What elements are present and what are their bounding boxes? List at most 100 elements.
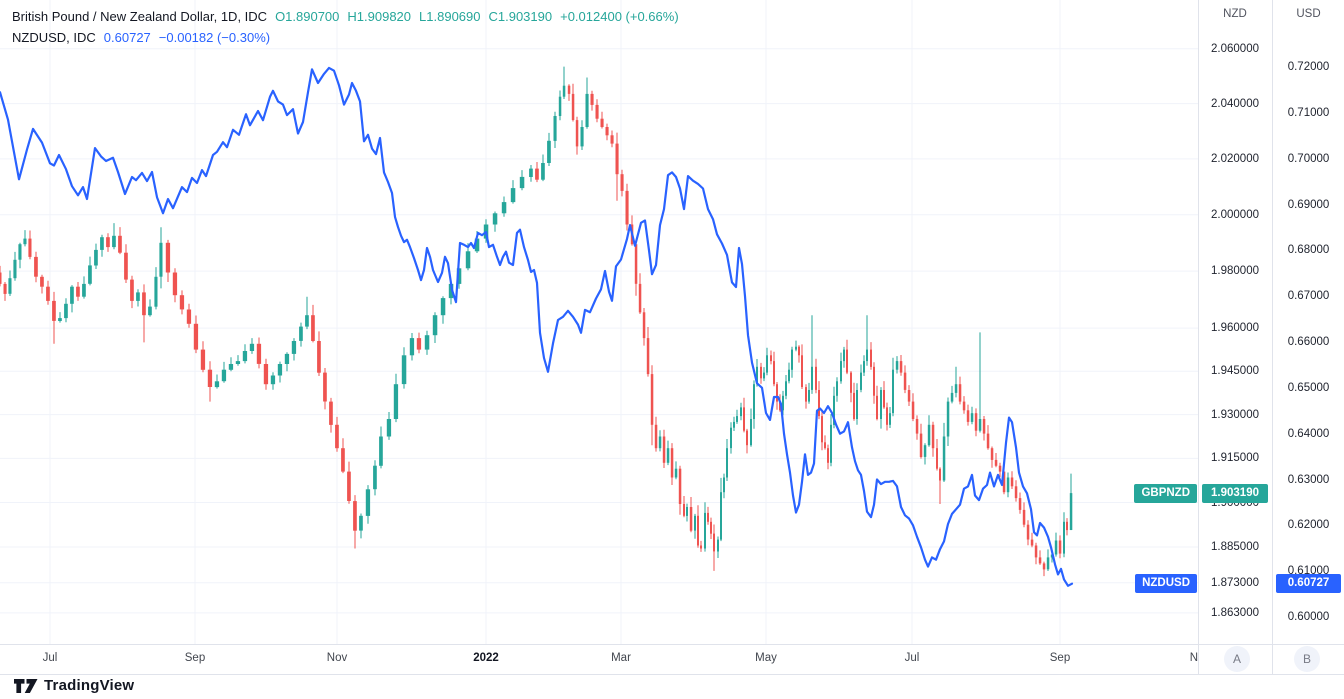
candle-body (753, 384, 755, 419)
nzd-axis-tick: 1.930000 (1211, 408, 1259, 421)
candle-body (760, 366, 762, 379)
tradingview-logo-link[interactable]: TradingView (14, 677, 134, 694)
candle-body (200, 349, 206, 370)
overlay-symbol-title[interactable]: NZDUSD, IDC (12, 30, 96, 45)
candle-body (1010, 477, 1014, 487)
candle-body (779, 401, 781, 411)
candle-body (662, 436, 666, 463)
candle-body (567, 85, 571, 94)
candle-body (373, 465, 377, 490)
nzd-axis-tick: 1.945000 (1211, 365, 1259, 378)
candle-body (808, 390, 810, 402)
candle-body (142, 292, 146, 316)
candle-body (919, 433, 923, 457)
candle-body (270, 375, 276, 385)
nzd-price-axis[interactable]: NZD 1.903190 2.060000 2.040000 2.020000 2.0… (1199, 0, 1271, 644)
candle-body (750, 419, 752, 446)
candle-body (465, 251, 471, 269)
candle-body (821, 416, 823, 443)
axis-mode-b-button[interactable]: B (1294, 646, 1320, 672)
candle-body (811, 366, 813, 390)
candle-body (720, 492, 722, 540)
candle-body (291, 341, 297, 354)
tradingview-logo-text: TradingView (44, 677, 135, 694)
candle-body (571, 93, 575, 120)
candle-body (615, 143, 619, 175)
candle-body (379, 436, 383, 466)
time-axis-label: 2022 (473, 652, 499, 664)
candle-body (658, 436, 662, 449)
candle-body (179, 295, 185, 310)
candle-body (1002, 471, 1006, 493)
price-chart-canvas[interactable] (0, 0, 1198, 644)
candle-body (620, 174, 624, 191)
ohlc-high: H1.909820 (347, 9, 412, 24)
overlay-change: −0.00182 (−0.30%) (158, 30, 271, 45)
candle-body (846, 349, 848, 373)
candle-body (82, 283, 86, 297)
candle-body (710, 521, 712, 534)
usd-axis-tick: 0.65000 (1287, 381, 1330, 394)
usd-axis-tick: 0.70000 (1287, 152, 1330, 165)
candle-body (329, 401, 333, 425)
candle-body (3, 283, 7, 294)
candle-body (998, 465, 1002, 472)
symbol-title[interactable]: British Pound / New Zealand Dollar, 1D, … (12, 9, 268, 24)
candle-body (401, 355, 407, 385)
candle-body (221, 369, 227, 382)
candle-body (818, 390, 820, 417)
usd-price-axis[interactable]: USD 0.60727 0.72000 0.71000 0.70000 0.69000… (1273, 0, 1344, 644)
candle-body (148, 306, 152, 316)
usd-axis-tick: 0.67000 (1287, 290, 1330, 303)
candle-body (962, 401, 966, 411)
candle-body (1063, 521, 1065, 554)
time-axis[interactable]: Jul Sep Nov 2022 Mar May Jul Sep Nov (0, 645, 1198, 674)
candle-body (186, 309, 192, 324)
candle-body (726, 448, 728, 478)
candle-body (519, 176, 525, 189)
candle-body (1014, 486, 1018, 499)
candle-body (76, 286, 80, 297)
candle-body (585, 93, 589, 127)
candle-body (876, 395, 878, 419)
candle-body (723, 477, 725, 493)
candle-body (866, 349, 868, 362)
time-axis-label: Sep (1049, 652, 1071, 664)
candle-body (678, 468, 682, 504)
candle-body (256, 343, 262, 364)
candle-body (242, 351, 248, 362)
candle-body (746, 430, 748, 446)
candle-body (982, 419, 986, 434)
nzd-axis-tick: 1.885000 (1211, 541, 1259, 553)
candle-body (853, 392, 855, 419)
candle-body (409, 338, 415, 356)
legend-overlay-row: NZDUSD, IDC 0.60727 −0.00182 (−0.30%) (12, 27, 679, 48)
candle-body (165, 242, 171, 273)
candle-body (856, 390, 858, 419)
candle-body (843, 349, 845, 362)
candle-body (46, 286, 50, 301)
candle-body (773, 361, 775, 385)
chart-plot-area[interactable]: British Pound / New Zealand Dollar, 1D, … (0, 0, 1198, 644)
candle-body (907, 390, 911, 402)
candle-body (492, 213, 498, 225)
candle-body (642, 312, 646, 339)
candle-body (172, 272, 178, 296)
candle-body (827, 448, 829, 463)
nzd-axis-tick: 1.863000 (1211, 606, 1259, 619)
candle-body (347, 471, 351, 501)
axis-mode-a-button[interactable]: A (1224, 646, 1250, 672)
candle-body (284, 353, 290, 364)
candle-body (317, 341, 321, 373)
candle-body (895, 361, 899, 370)
candle-body (863, 361, 865, 373)
ohlc-open: O1.890700 (275, 9, 340, 24)
usd-axis-tick: 0.72000 (1287, 61, 1330, 73)
candle-body (994, 459, 998, 466)
candle-body (580, 127, 584, 147)
candle-body (801, 355, 803, 387)
candle-body (666, 448, 670, 463)
candle-body (798, 346, 800, 356)
candle-body (931, 424, 935, 449)
